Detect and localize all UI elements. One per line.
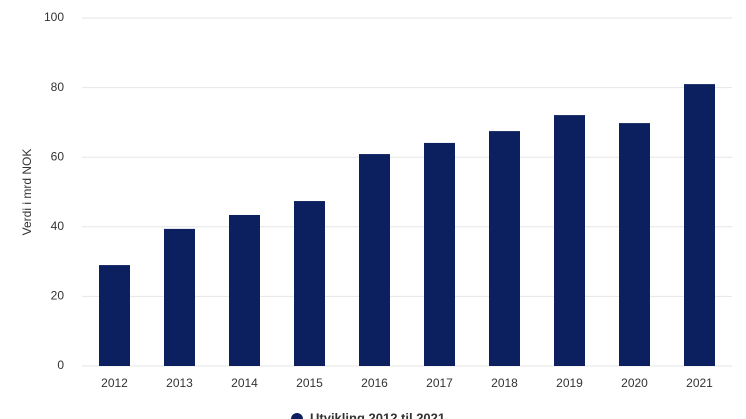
bar	[619, 123, 650, 366]
bar	[229, 214, 260, 366]
bar	[489, 131, 520, 366]
y-axis-label: Verdi i mrd NOK	[20, 149, 34, 236]
x-tick-label: 2016	[361, 376, 388, 390]
x-tick-label: 2017	[426, 376, 453, 390]
x-tick-label: 2021	[686, 376, 713, 390]
y-tick-label: 0	[57, 358, 64, 372]
y-tick-label: 40	[51, 219, 65, 233]
bar	[554, 115, 585, 366]
y-tick-label: 100	[44, 10, 64, 24]
y-tick-label: 60	[51, 149, 65, 163]
x-tick-label: 2014	[231, 376, 258, 390]
x-tick-label: 2012	[101, 376, 128, 390]
bar	[99, 265, 130, 366]
legend-marker	[291, 413, 303, 419]
x-tick-label: 2018	[491, 376, 518, 390]
y-tick-label: 20	[51, 289, 65, 303]
x-tick-label: 2020	[621, 376, 648, 390]
bar	[684, 84, 715, 367]
x-tick-label: 2015	[296, 376, 323, 390]
bar	[359, 154, 390, 366]
x-tick-label: 2019	[556, 376, 583, 390]
x-tick-label: 2013	[166, 376, 193, 390]
bar	[164, 228, 195, 366]
y-tick-label: 80	[51, 80, 65, 94]
bar	[294, 201, 325, 366]
bar	[424, 142, 455, 366]
legend-label: Utvikling 2012 til 2021	[310, 410, 445, 419]
